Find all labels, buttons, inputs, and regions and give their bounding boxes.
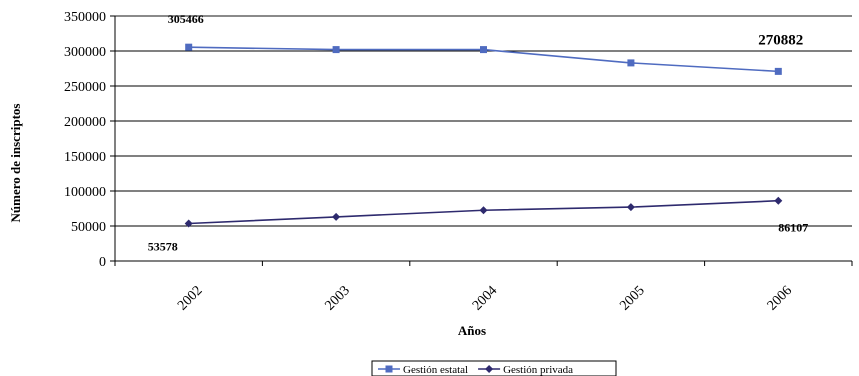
legend-marker xyxy=(385,365,393,373)
data-point xyxy=(332,46,340,54)
data-point xyxy=(332,212,341,221)
data-point xyxy=(774,196,783,205)
x-tick-labels: 2002 2003 2004 2005 2006 xyxy=(175,283,795,313)
y-tick-label: 100000 xyxy=(64,185,106,200)
data-point xyxy=(184,219,193,228)
x-tick-label: 2005 xyxy=(617,283,647,313)
y-tick-label: 200000 xyxy=(64,115,106,130)
series-markers xyxy=(184,43,783,228)
legend-marker xyxy=(485,365,494,373)
data-label: 270882 xyxy=(758,32,803,48)
x-tick-label: 2006 xyxy=(765,283,795,313)
legend-label: Gestión estatal xyxy=(403,364,468,376)
x-axis-title: Años xyxy=(458,323,486,338)
y-tick-label: 350000 xyxy=(64,10,106,25)
y-tick-label: 300000 xyxy=(64,45,106,60)
data-point xyxy=(185,43,193,51)
data-point xyxy=(774,67,782,75)
data-label: 86107 xyxy=(778,221,808,235)
legend: Gestión estatal Gestión privada xyxy=(371,360,617,376)
data-point xyxy=(480,46,487,54)
y-tick-label: 250000 xyxy=(64,80,106,95)
data-labels: 305466 270882 53578 86107 xyxy=(148,12,809,253)
y-tick-labels: 0 50000 100000 150000 200000 250000 300000 3500… xyxy=(64,10,106,270)
y-tick-label: 50000 xyxy=(71,220,106,235)
y-tick-label: 0 xyxy=(99,255,106,270)
legend-label: Gestión privada xyxy=(503,364,573,376)
data-point xyxy=(626,203,635,212)
axes xyxy=(110,15,853,266)
data-point xyxy=(627,59,635,67)
x-tick-label: 2002 xyxy=(175,283,205,313)
data-label: 53578 xyxy=(148,239,178,253)
y-tick-label: 150000 xyxy=(64,150,106,165)
x-tick-label: 2003 xyxy=(323,283,353,313)
series-lines xyxy=(188,46,779,225)
data-label: 305466 xyxy=(168,12,204,26)
x-tick-label: 2004 xyxy=(470,283,500,313)
y-axis-title: Número de inscriptos xyxy=(8,104,23,223)
data-point xyxy=(479,206,488,215)
